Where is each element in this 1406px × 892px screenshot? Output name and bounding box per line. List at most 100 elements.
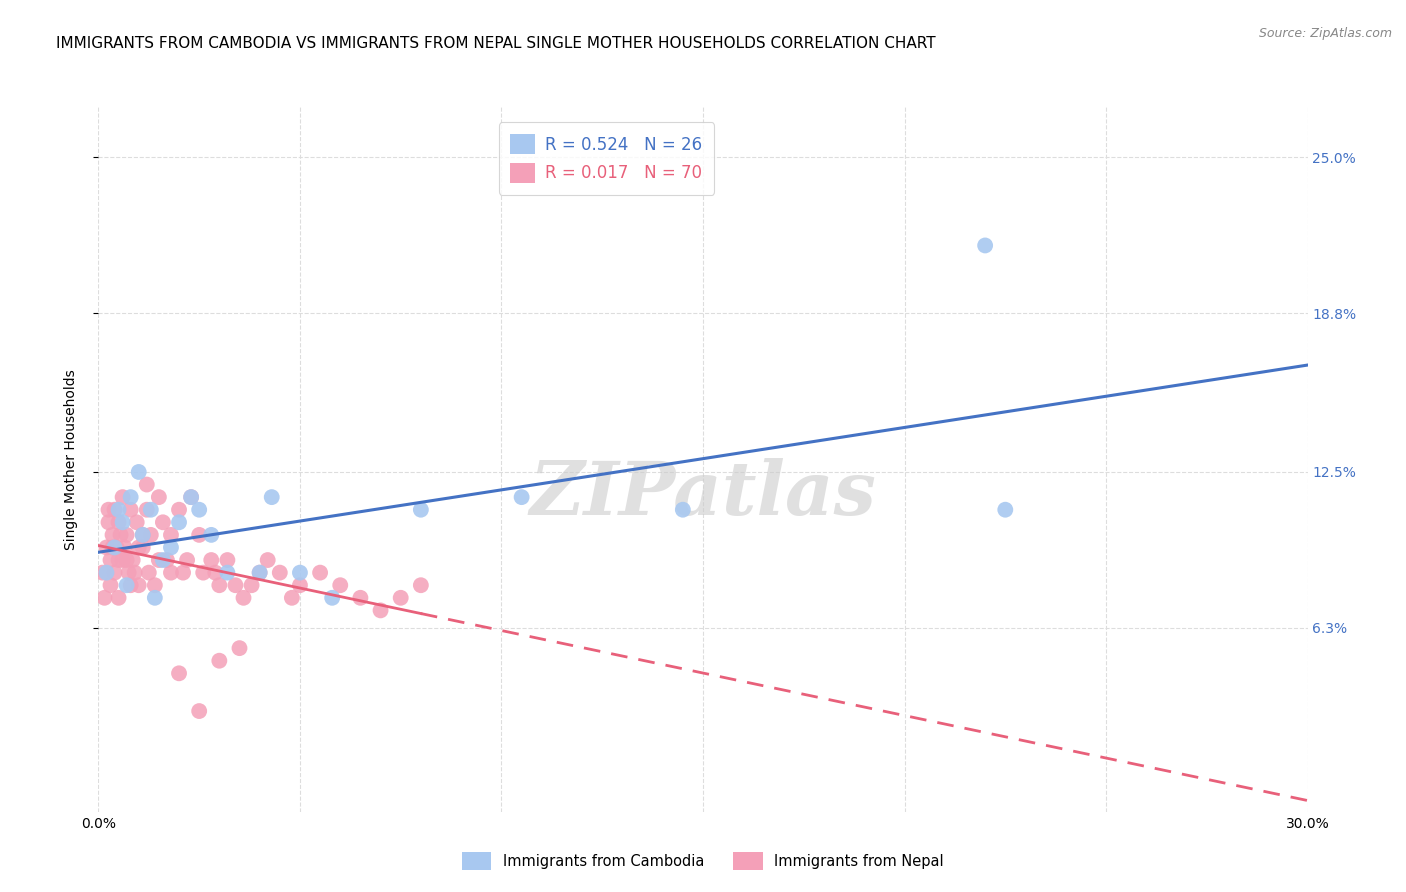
Point (672, 502, 695, 516)
Point (180, 490, 202, 504)
Point (510, 490, 533, 504)
Point (409, 502, 432, 516)
Point (132, 541, 155, 555)
Point (128, 541, 150, 555)
Point (105, 541, 128, 555)
Point (139, 502, 162, 516)
Point (107, 553, 129, 567)
Point (974, 238, 997, 252)
Point (349, 591, 371, 605)
Point (193, 566, 215, 580)
Point (160, 528, 183, 542)
Point (120, 502, 142, 516)
Point (128, 465, 150, 479)
Point (256, 553, 278, 567)
Point (160, 541, 183, 555)
Point (111, 516, 134, 530)
Point (110, 528, 132, 542)
Point (103, 566, 125, 580)
Point (232, 591, 254, 605)
Point (370, 603, 392, 617)
Point (152, 516, 174, 530)
Point (96, 541, 118, 555)
Point (115, 528, 138, 542)
Point (160, 566, 183, 580)
Point (107, 591, 129, 605)
Text: Source: ZipAtlas.com: Source: ZipAtlas.com (1258, 27, 1392, 40)
Point (409, 578, 432, 592)
Point (204, 566, 226, 580)
Point (180, 490, 202, 504)
Point (121, 553, 143, 567)
Point (288, 566, 311, 580)
Point (114, 541, 136, 555)
Point (321, 591, 343, 605)
Point (120, 490, 142, 504)
Point (143, 578, 166, 592)
Point (176, 553, 198, 567)
Point (101, 528, 124, 542)
Point (167, 666, 190, 681)
Point (200, 528, 222, 542)
Point (217, 566, 239, 580)
Point (148, 553, 170, 567)
Point (228, 641, 250, 656)
Point (111, 490, 134, 504)
Point (200, 553, 222, 567)
Point (103, 541, 125, 555)
Point (167, 516, 190, 530)
Point (148, 490, 170, 504)
Point (172, 566, 194, 580)
Point (132, 528, 155, 542)
Point (188, 704, 211, 718)
Point (288, 578, 311, 592)
Point (208, 578, 231, 592)
Legend: Immigrants from Cambodia, Immigrants from Nepal: Immigrants from Cambodia, Immigrants fro… (457, 847, 949, 876)
Point (107, 516, 129, 530)
Point (994, 502, 1017, 516)
Point (120, 578, 142, 592)
Point (93, 591, 115, 605)
Point (156, 553, 179, 567)
Point (132, 528, 155, 542)
Point (139, 528, 162, 542)
Point (249, 566, 271, 580)
Point (138, 566, 160, 580)
Point (208, 654, 231, 668)
Point (115, 578, 138, 592)
Point (224, 578, 246, 592)
Point (167, 502, 190, 516)
Text: ZIPatlas: ZIPatlas (530, 458, 876, 531)
Point (188, 502, 211, 516)
Point (281, 591, 304, 605)
Legend: R = 0.524   N = 26, R = 0.017   N = 70: R = 0.524 N = 26, R = 0.017 N = 70 (499, 122, 714, 194)
Text: IMMIGRANTS FROM CAMBODIA VS IMMIGRANTS FROM NEPAL SINGLE MOTHER HOUSEHOLDS CORRE: IMMIGRANTS FROM CAMBODIA VS IMMIGRANTS F… (56, 36, 936, 51)
Point (329, 578, 352, 592)
Point (115, 553, 138, 567)
Point (135, 477, 157, 491)
Point (100, 553, 122, 567)
Point (135, 502, 157, 516)
Point (125, 516, 148, 530)
Point (260, 490, 283, 504)
Point (309, 566, 332, 580)
Point (97, 516, 120, 530)
Point (152, 553, 174, 567)
Point (100, 578, 122, 592)
Point (188, 528, 211, 542)
Point (111, 553, 134, 567)
Point (240, 578, 263, 592)
Point (96, 566, 118, 580)
Point (103, 502, 125, 516)
Point (97, 502, 120, 516)
Point (118, 566, 141, 580)
Point (124, 566, 146, 580)
Point (101, 541, 124, 555)
Point (217, 553, 239, 567)
Point (128, 578, 150, 592)
Point (249, 566, 271, 580)
Point (389, 591, 412, 605)
Point (91, 566, 114, 580)
Point (269, 566, 291, 580)
Point (143, 591, 166, 605)
